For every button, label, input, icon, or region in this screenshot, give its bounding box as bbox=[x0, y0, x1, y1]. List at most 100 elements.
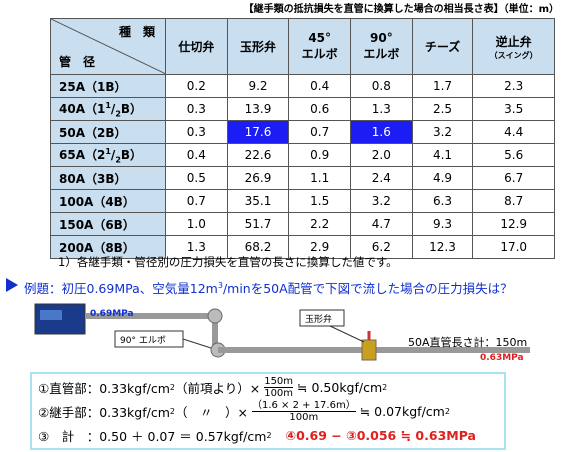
column-header: 逆止弁 （スイング） bbox=[472, 18, 555, 75]
row: 50A（2B） 0.3 17.6 0.7 1.6 3.2 4.4 bbox=[50, 120, 555, 144]
footnote: 1）各継手類・管径別の圧力損失を直管の長さに換算した値です。 bbox=[58, 255, 398, 269]
corner-bottom: 管 径 bbox=[59, 55, 96, 69]
sup: 2 bbox=[382, 383, 388, 392]
outlet-pressure: 0.63MPa bbox=[480, 353, 524, 363]
title: 【継手類の抵抗損失を直管に換算した場合の相当長さ表】（単位：m） bbox=[243, 4, 559, 15]
example-text: 例題：初圧0.69MPa、空気量12m bbox=[24, 281, 218, 296]
example: 例題：初圧0.69MPa、空気量12m3/minを50A配管で下図で流した場合の… bbox=[24, 278, 513, 297]
row-label: 150A（6B） bbox=[50, 212, 166, 236]
bullet bbox=[6, 278, 18, 292]
header-line: エルボ bbox=[363, 47, 400, 61]
cell: 2.2 bbox=[288, 212, 352, 236]
fraction: （1.6 × 2 + 17.6m） 100m bbox=[251, 400, 356, 423]
column-header: 玉形弁 bbox=[226, 18, 290, 75]
label-part: 2 bbox=[115, 155, 121, 165]
row: 200A（8B） 1.3 68.2 2.9 6.2 12.3 17.0 bbox=[50, 235, 555, 259]
cell: 8.7 bbox=[472, 189, 555, 213]
header-line: 45° bbox=[308, 31, 332, 45]
num: 150m bbox=[264, 376, 294, 388]
label-part: / bbox=[110, 101, 116, 116]
result: ④0.69 − ③0.056 ≒ 0.63MPa bbox=[285, 428, 476, 443]
label-part: 65A（2 bbox=[59, 147, 106, 162]
cell: 9.3 bbox=[411, 212, 474, 236]
column-header: 90° エルボ bbox=[350, 18, 413, 75]
cell: 4.1 bbox=[411, 143, 474, 167]
cell: 2.5 bbox=[411, 97, 474, 121]
row-label: 65A（21/2B） bbox=[50, 143, 166, 167]
label-part: 100A（4B） bbox=[59, 194, 135, 209]
den: 100m bbox=[289, 412, 319, 423]
cell: 1.1 bbox=[288, 166, 352, 190]
example-sup: 3 bbox=[217, 280, 223, 290]
sup: 2 bbox=[169, 407, 175, 416]
cell: 0.3 bbox=[165, 120, 228, 144]
column-header: チーズ bbox=[411, 18, 474, 75]
label-part: 1 bbox=[105, 146, 111, 156]
text: （ 〃 ）× bbox=[174, 405, 248, 420]
den: 100m bbox=[264, 388, 294, 399]
text: ③ 計 ：0.50 ＋ 0.07 ＝ 0.57kgf/cm bbox=[38, 429, 267, 444]
cell: 0.9 bbox=[288, 143, 352, 167]
text: （前項より）× bbox=[174, 381, 261, 396]
label-part: 40A（1 bbox=[59, 101, 106, 116]
cell: 35.1 bbox=[226, 189, 290, 213]
cell: 4.7 bbox=[350, 212, 413, 236]
label-part: B） bbox=[120, 101, 143, 116]
cell: 6.2 bbox=[350, 235, 413, 259]
sup: 2 bbox=[266, 431, 272, 440]
row: 40A（11/2B） 0.3 13.9 0.6 1.3 2.5 3.5 bbox=[50, 97, 555, 121]
leader bbox=[182, 338, 212, 349]
cell: 12.3 bbox=[411, 235, 474, 259]
text: ①直管部：0.33kgf/cm bbox=[38, 381, 170, 396]
cell: 1.7 bbox=[411, 74, 474, 98]
label-part: 200A（8B） bbox=[59, 240, 135, 255]
label-box bbox=[299, 309, 345, 327]
row-label: 100A（4B） bbox=[50, 189, 166, 213]
row: 80A（3B） 0.5 26.9 1.1 2.4 4.9 6.7 bbox=[50, 166, 555, 190]
cell: 1.3 bbox=[350, 97, 413, 121]
header-line: 90° bbox=[370, 31, 393, 45]
header-note: （スイング） bbox=[489, 50, 538, 60]
row-label: 25A（1B） bbox=[50, 74, 166, 98]
label-part: 1 bbox=[105, 100, 111, 110]
text: ②継手部：0.33kgf/cm bbox=[38, 405, 170, 420]
cell: 2.3 bbox=[472, 74, 555, 98]
cell: 6.7 bbox=[472, 166, 555, 190]
diagonal bbox=[51, 19, 166, 74]
pipe-length: 50A直管長さ計：150m bbox=[408, 336, 528, 349]
label-part: 50A（2B） bbox=[59, 125, 127, 140]
label-part: 80A（3B） bbox=[59, 171, 127, 186]
cell: 51.7 bbox=[226, 212, 290, 236]
cell: 0.7 bbox=[165, 189, 228, 213]
cell: 9.2 bbox=[226, 74, 290, 98]
cell: 0.2 bbox=[165, 74, 228, 98]
header-line: 仕切弁 bbox=[178, 40, 215, 54]
cell: 17.0 bbox=[472, 235, 555, 259]
cell: 2.0 bbox=[350, 143, 413, 167]
cell: 4.4 bbox=[472, 120, 555, 144]
cell: 13.9 bbox=[226, 97, 290, 121]
cell: 17.6 bbox=[226, 120, 290, 144]
sup: 2 bbox=[169, 383, 175, 392]
inlet-pressure: 0.69MPa bbox=[90, 309, 134, 319]
cell: 22.6 bbox=[226, 143, 290, 167]
label-part: B） bbox=[120, 147, 143, 162]
cell: 2.9 bbox=[288, 235, 352, 259]
compressor-panel bbox=[40, 310, 62, 320]
cell: 2.4 bbox=[350, 166, 413, 190]
cell: 3.5 bbox=[472, 97, 555, 121]
table: 種 類管 径仕切弁 玉形弁 45° エルボ 90° エルボ チーズ 逆止弁 （スイング） 25A（… bbox=[50, 18, 555, 259]
row: 150A（6B） 1.0 51.7 2.2 4.7 9.3 12.9 bbox=[50, 212, 555, 236]
label-part: 2 bbox=[115, 109, 121, 119]
leader bbox=[329, 325, 365, 343]
row: 100A（4B） 0.7 35.1 1.5 3.2 6.3 8.7 bbox=[50, 189, 555, 213]
header-line: チーズ bbox=[424, 40, 461, 54]
corner: 種 類管 径 bbox=[50, 18, 166, 75]
row-label: 40A（11/2B） bbox=[50, 97, 166, 121]
label-part: / bbox=[110, 147, 116, 162]
cell: 0.4 bbox=[165, 143, 228, 167]
cell: 1.0 bbox=[165, 212, 228, 236]
fraction: 150m 100m bbox=[264, 376, 294, 399]
cell: 26.9 bbox=[226, 166, 290, 190]
text: ≒ 0.50kgf/cm bbox=[297, 380, 383, 395]
